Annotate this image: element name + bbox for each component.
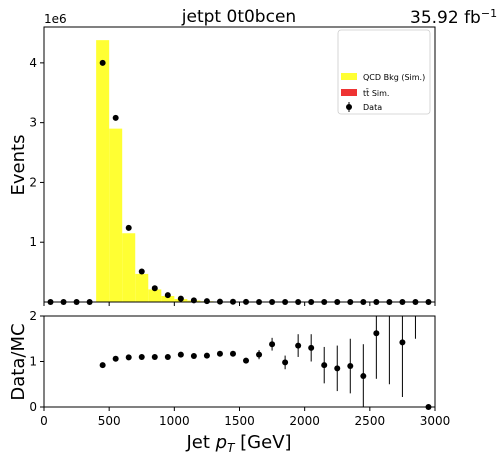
lumi-value: 35.92 fb [410, 8, 481, 28]
ratio-point [151, 353, 158, 360]
qcd-bar [96, 40, 110, 303]
lumi-label: 35.92 fb−1 [410, 7, 497, 28]
legend-data-marker [346, 104, 352, 110]
ratio-point [373, 330, 380, 337]
legend-box [337, 29, 431, 115]
main-y-ticks: 1 2 3 4 [29, 56, 44, 249]
main-x-ticks [43, 302, 436, 306]
ratio-y-ticks: 0 1 2 [29, 309, 44, 414]
top-y-axis-title: Events [8, 135, 29, 196]
x-tick-label: 2000 [289, 414, 320, 428]
ratio-point [269, 341, 276, 348]
ratio-point [256, 351, 263, 358]
ratio-y-tick-label: 1 [29, 355, 37, 369]
legend-ttbar-swatch [341, 89, 357, 96]
ratio-point [190, 353, 197, 360]
qcd-bar [135, 273, 149, 302]
qcd-bar [161, 296, 175, 302]
x-axis-title-sub: T [227, 441, 236, 455]
y-tick-label: 1 [29, 235, 37, 249]
x-axis-title-p: p [215, 432, 227, 453]
ratio-point [138, 353, 145, 360]
data-point [99, 59, 106, 66]
x-axis-title-main: Jet [185, 432, 215, 453]
y-tick-label: 4 [29, 56, 37, 70]
x-tick-label: 1000 [159, 414, 190, 428]
ratio-point [112, 355, 119, 362]
lumi-exponent: −1 [481, 7, 497, 20]
y-multiplier: 1e6 [44, 12, 67, 26]
x-axis-title-unit: [GeV] [234, 432, 291, 453]
ratio-point [399, 339, 406, 346]
ratio-point [125, 354, 132, 361]
y-tick-label: 2 [29, 175, 37, 189]
x-tick-label: 1500 [224, 414, 255, 428]
ratio-points [99, 316, 432, 410]
x-axis-title: Jet pT [GeV] [185, 432, 291, 455]
ratio-point [216, 350, 223, 357]
data-point [203, 298, 210, 305]
ratio-point [308, 344, 315, 351]
ratio-point [295, 342, 302, 349]
ratio-point [177, 351, 184, 358]
ratio-point [229, 350, 236, 357]
ratio-plot-panel: 0 1 2 0 500 1000 1500 2000 2500 3000 Data/MC Jet… [8, 309, 450, 455]
x-tick-label: 2500 [355, 414, 386, 428]
y-tick-label: 3 [29, 116, 37, 130]
legend-qcd-swatch [341, 73, 357, 80]
x-tick-label: 3000 [420, 414, 451, 428]
x-tick-label: 0 [40, 414, 48, 428]
qcd-bar [109, 128, 123, 302]
main-plot-panel: 1 2 3 4 QCD Bkg (Sim.) tt̄ Sim. Data Events [8, 26, 436, 306]
ratio-point [243, 357, 250, 364]
ratio-y-tick-label: 0 [29, 400, 37, 414]
bottom-y-axis-title: Data/MC [8, 323, 29, 400]
data-point [112, 114, 119, 121]
data-point [138, 268, 145, 275]
ratio-point [360, 373, 367, 380]
qcd-bar [148, 289, 162, 302]
qcd-bar [122, 233, 136, 302]
data-point [125, 224, 132, 231]
legend: QCD Bkg (Sim.) tt̄ Sim. Data [337, 29, 431, 115]
x-tick-label: 500 [98, 414, 121, 428]
ratio-y-tick-label: 2 [29, 309, 37, 323]
ratio-x-ticks: 0 500 1000 1500 2000 2500 3000 [40, 407, 450, 428]
qcd-histogram [96, 40, 227, 303]
ratio-point [282, 359, 289, 366]
legend-data-label: Data [363, 103, 382, 112]
data-point [151, 285, 158, 292]
ratio-point [347, 363, 354, 370]
data-point [164, 292, 171, 299]
chart-title: jetpt 0t0bcen [181, 7, 296, 27]
ratio-point [99, 362, 106, 369]
legend-qcd-label: QCD Bkg (Sim.) [363, 73, 425, 82]
ratio-point [203, 352, 210, 359]
legend-ttbar-label: tt̄ Sim. [363, 88, 389, 98]
ratio-point [164, 353, 171, 360]
ratio-point [321, 362, 328, 369]
ratio-point [334, 365, 341, 372]
data-point [177, 295, 184, 302]
